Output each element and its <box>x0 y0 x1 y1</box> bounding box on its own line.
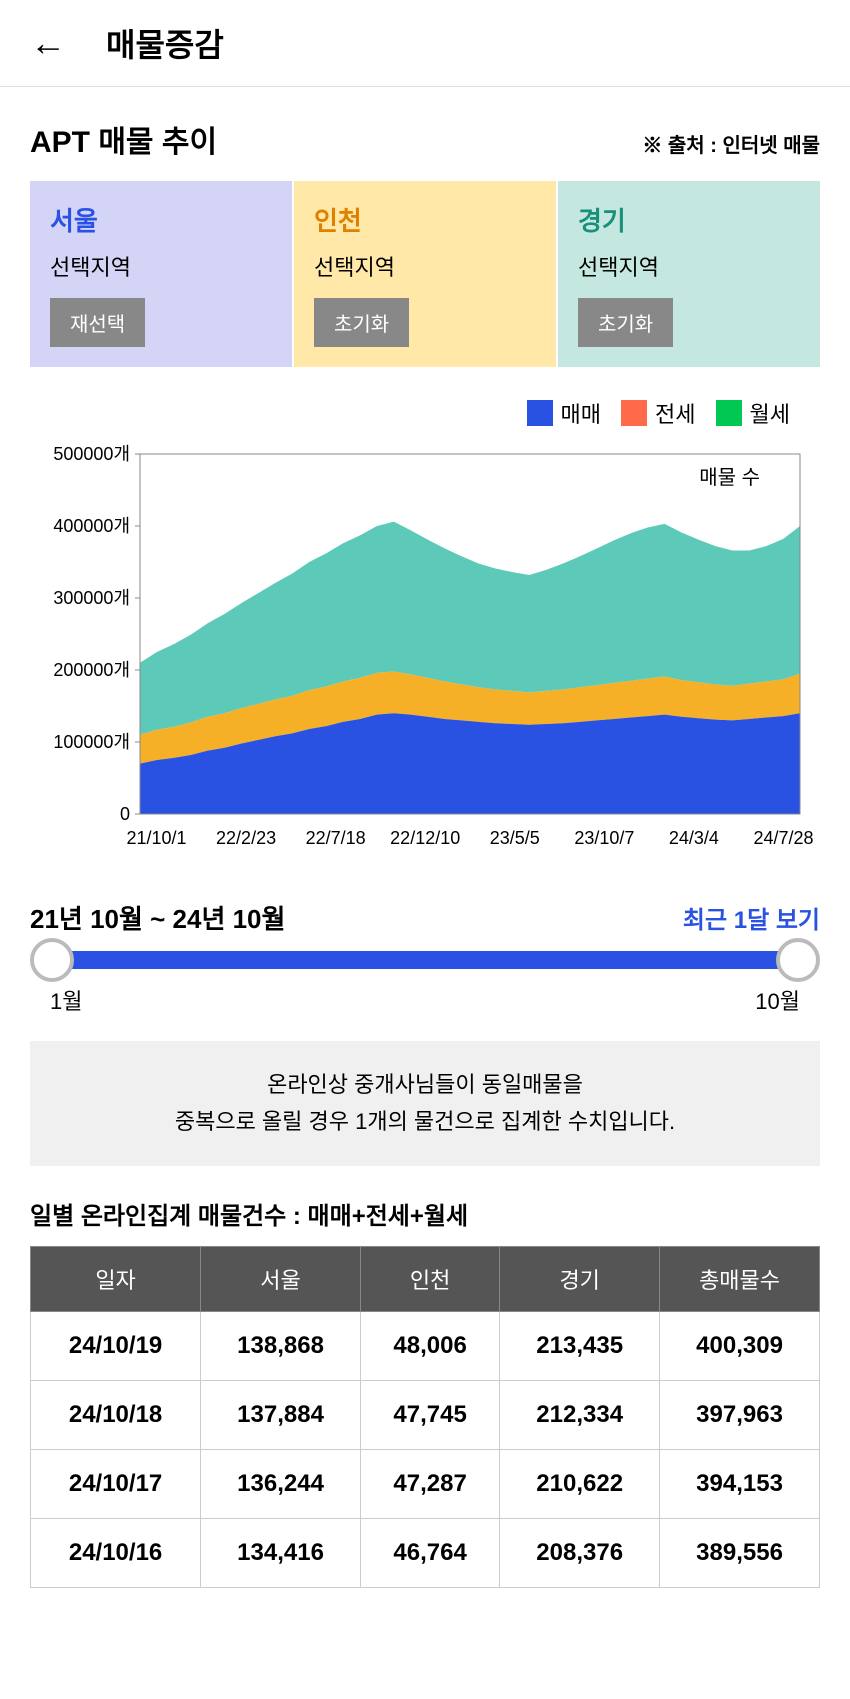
legend-label: 매매 <box>561 397 601 429</box>
table-cell: 394,153 <box>660 1449 820 1518</box>
legend-label: 전세 <box>655 397 695 429</box>
legend-swatch <box>621 400 647 426</box>
table-cell: 389,556 <box>660 1518 820 1587</box>
notice-box: 온라인상 중개사님들이 동일매물을 중복으로 올릴 경우 1개의 물건으로 집계… <box>30 1041 820 1166</box>
region-name: 서울 <box>50 201 272 238</box>
legend-item: 전세 <box>621 397 695 429</box>
table-row: 24/10/16134,41646,764208,376389,556 <box>31 1518 820 1587</box>
recent-month-link[interactable]: 최근 1달 보기 <box>683 900 820 935</box>
svg-text:23/10/7: 23/10/7 <box>574 828 634 848</box>
table-cell: 46,764 <box>360 1518 499 1587</box>
region-button[interactable]: 재선택 <box>50 298 145 347</box>
table-cell: 24/10/17 <box>31 1449 201 1518</box>
table-cell: 397,963 <box>660 1380 820 1449</box>
table-cell: 210,622 <box>500 1449 660 1518</box>
table-row: 24/10/18137,88447,745212,334397,963 <box>31 1380 820 1449</box>
svg-text:매물 수: 매물 수 <box>699 466 760 489</box>
date-slider[interactable] <box>30 951 820 969</box>
chart-container: 0 100000개 200000개 300000개 400000개 500000개 21/1… <box>30 444 820 869</box>
table-cell: 212,334 <box>500 1380 660 1449</box>
slider-handle-start[interactable] <box>30 938 74 982</box>
notice-line: 중복으로 올릴 경우 1개의 물건으로 집계한 수치입니다. <box>55 1103 795 1140</box>
svg-text:21/10/1: 21/10/1 <box>126 828 186 848</box>
svg-text:400000개: 400000개 <box>53 516 130 536</box>
date-range-label: 21년 10월 ~ 24년 10월 <box>30 899 285 936</box>
table-cell: 137,884 <box>201 1380 361 1449</box>
svg-text:0: 0 <box>120 804 130 824</box>
header: ← 매물증감 <box>0 0 850 87</box>
slider-track <box>50 951 800 969</box>
region-name: 경기 <box>578 201 800 238</box>
region-button[interactable]: 초기화 <box>578 298 673 347</box>
legend-label: 월세 <box>750 397 790 429</box>
svg-text:22/12/10: 22/12/10 <box>390 828 460 848</box>
legend-swatch <box>716 400 742 426</box>
table-cell: 208,376 <box>500 1518 660 1587</box>
region-card: 인천 선택지역 초기화 <box>294 181 556 367</box>
table-row: 24/10/19138,86848,006213,435400,309 <box>31 1311 820 1380</box>
region-card: 서울 선택지역 재선택 <box>30 181 292 367</box>
legend-item: 매매 <box>527 397 601 429</box>
source-label: ※ 출처 : 인터넷 매물 <box>642 129 820 158</box>
section-title: APT 매물 추이 <box>30 117 217 161</box>
listings-table: 일자서울인천경기총매물수 24/10/19138,86848,006213,43… <box>30 1246 820 1588</box>
table-header: 경기 <box>500 1246 660 1311</box>
area-chart: 0 100000개 200000개 300000개 400000개 500000개 21/1… <box>30 444 820 864</box>
chart-legend: 매매 전세 월세 <box>30 397 820 429</box>
table-title: 일별 온라인집계 매물건수 : 매매+전세+월세 <box>30 1196 820 1231</box>
svg-text:500000개: 500000개 <box>53 444 130 464</box>
back-arrow-icon[interactable]: ← <box>30 22 66 64</box>
table-header: 인천 <box>360 1246 499 1311</box>
table-cell: 24/10/16 <box>31 1518 201 1587</box>
region-subtitle: 선택지역 <box>50 250 272 282</box>
svg-text:23/5/5: 23/5/5 <box>490 828 540 848</box>
svg-text:100000개: 100000개 <box>53 732 130 752</box>
table-cell: 48,006 <box>360 1311 499 1380</box>
svg-text:22/7/18: 22/7/18 <box>306 828 366 848</box>
notice-line: 온라인상 중개사님들이 동일매물을 <box>55 1066 795 1103</box>
table-cell: 138,868 <box>201 1311 361 1380</box>
slider-end-label: 10월 <box>755 984 800 1016</box>
table-cell: 136,244 <box>201 1449 361 1518</box>
region-cards: 서울 선택지역 재선택 인천 선택지역 초기화 경기 선택지역 초기화 <box>30 181 820 367</box>
slider-handle-end[interactable] <box>776 938 820 982</box>
region-subtitle: 선택지역 <box>314 250 536 282</box>
slider-start-label: 1월 <box>50 984 82 1016</box>
legend-swatch <box>527 400 553 426</box>
region-button[interactable]: 초기화 <box>314 298 409 347</box>
region-subtitle: 선택지역 <box>578 250 800 282</box>
table-row: 24/10/17136,24447,287210,622394,153 <box>31 1449 820 1518</box>
svg-text:300000개: 300000개 <box>53 588 130 608</box>
table-header: 총매물수 <box>660 1246 820 1311</box>
svg-text:200000개: 200000개 <box>53 660 130 680</box>
legend-item: 월세 <box>716 397 790 429</box>
table-cell: 47,287 <box>360 1449 499 1518</box>
svg-text:24/3/4: 24/3/4 <box>669 828 719 848</box>
region-name: 인천 <box>314 201 536 238</box>
table-header: 서울 <box>201 1246 361 1311</box>
table-header: 일자 <box>31 1246 201 1311</box>
page-title: 매물증감 <box>106 20 224 66</box>
table-cell: 24/10/18 <box>31 1380 201 1449</box>
table-cell: 47,745 <box>360 1380 499 1449</box>
table-cell: 134,416 <box>201 1518 361 1587</box>
table-cell: 24/10/19 <box>31 1311 201 1380</box>
svg-text:24/7/28: 24/7/28 <box>753 828 813 848</box>
table-cell: 213,435 <box>500 1311 660 1380</box>
region-card: 경기 선택지역 초기화 <box>558 181 820 367</box>
svg-text:22/2/23: 22/2/23 <box>216 828 276 848</box>
table-cell: 400,309 <box>660 1311 820 1380</box>
